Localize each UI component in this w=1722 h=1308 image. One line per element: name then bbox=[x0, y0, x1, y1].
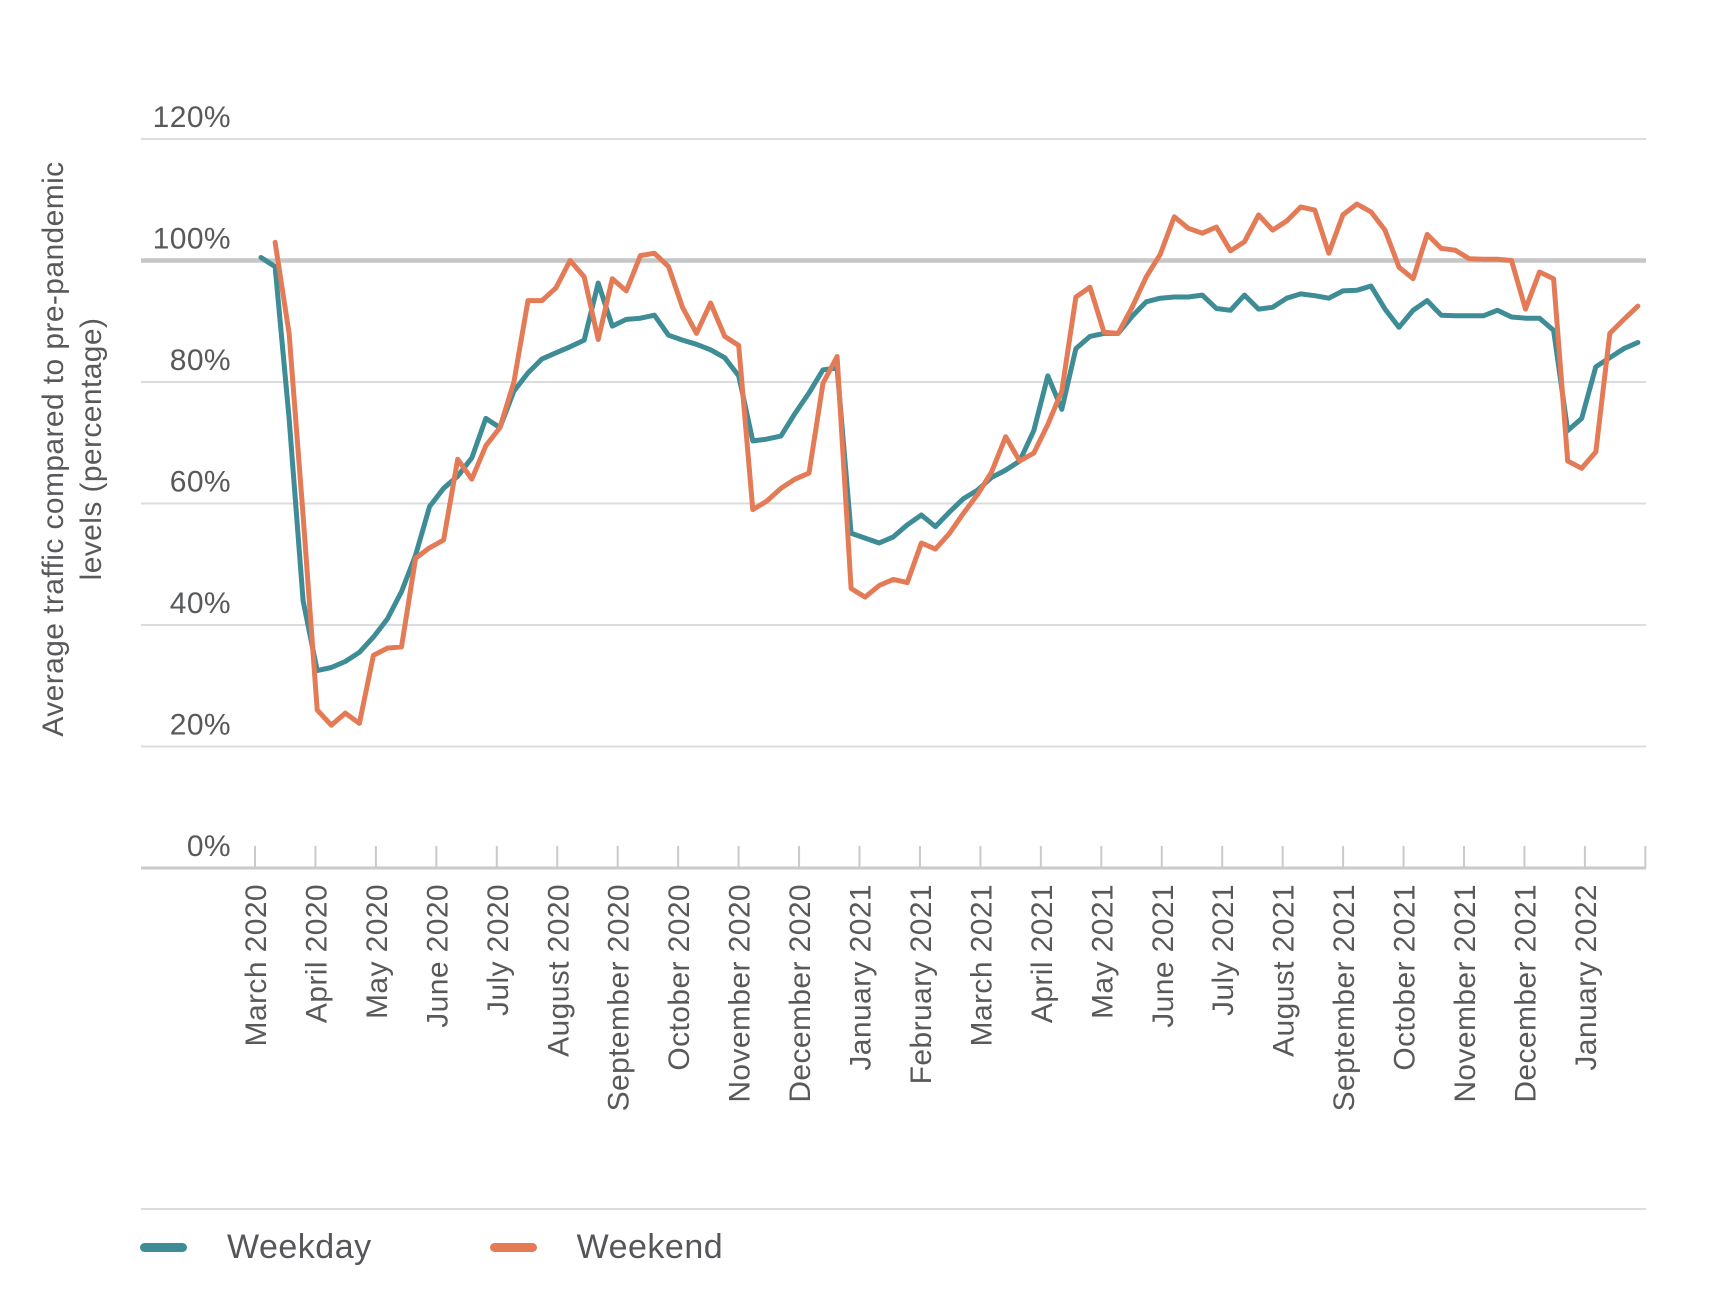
weekday-line bbox=[258, 255, 1641, 674]
x-tick-label: June 2021 bbox=[1147, 884, 1180, 1028]
x-tick-label: January 2022 bbox=[1570, 884, 1603, 1071]
x-tick-label: July 2020 bbox=[482, 884, 515, 1016]
y-tick-label-40: 40% bbox=[170, 587, 231, 620]
legend-label-weekend: Weekend bbox=[576, 1228, 724, 1266]
weekend-line bbox=[272, 201, 1641, 728]
x-tick-label: November 2020 bbox=[724, 884, 757, 1103]
chart-legend: Weekday Weekend bbox=[140, 1228, 723, 1267]
legend-item-weekend: Weekend bbox=[489, 1228, 724, 1267]
x-tick-label: June 2020 bbox=[421, 884, 454, 1028]
weekday-color-swatch bbox=[140, 1243, 187, 1252]
y-tick-label-0: 0% bbox=[187, 830, 231, 863]
x-tick-label: March 2020 bbox=[240, 884, 273, 1046]
x-tick-label: April 2020 bbox=[300, 884, 333, 1023]
x-tick-label: September 2020 bbox=[603, 884, 636, 1111]
legend-divider bbox=[141, 1208, 1646, 1210]
x-tick-label: November 2021 bbox=[1449, 884, 1482, 1103]
y-tick-label-80: 80% bbox=[170, 344, 231, 377]
y-tick-label-100: 100% bbox=[153, 223, 231, 256]
x-tick-label: May 2021 bbox=[1086, 884, 1119, 1019]
x-tick-label: October 2020 bbox=[663, 884, 696, 1071]
x-tick-label: February 2021 bbox=[905, 884, 938, 1084]
x-tick-label: January 2021 bbox=[845, 884, 878, 1071]
legend-label-weekday: Weekday bbox=[227, 1228, 372, 1266]
y-tick-label-120: 120% bbox=[153, 101, 231, 134]
x-ticks bbox=[254, 846, 1647, 868]
y-tick-label-20: 20% bbox=[170, 709, 231, 742]
x-tick-label: September 2021 bbox=[1328, 884, 1361, 1111]
weekend-color-swatch bbox=[489, 1243, 537, 1252]
legend-item-weekday: Weekday bbox=[140, 1228, 372, 1267]
x-tick-label: May 2020 bbox=[361, 884, 394, 1019]
y-axis-title-line1: Average traffic compared to pre-pandemic bbox=[37, 161, 70, 737]
x-tick-label: August 2020 bbox=[542, 884, 575, 1057]
x-tick-label: April 2021 bbox=[1026, 884, 1059, 1023]
x-tick-labels: March 2020 April 2020 May 2020 June 2020 Jul… bbox=[240, 884, 1603, 1111]
x-tick-label: August 2021 bbox=[1268, 884, 1301, 1057]
x-tick-label: December 2020 bbox=[784, 884, 817, 1103]
x-tick-label: March 2021 bbox=[965, 884, 998, 1046]
x-tick-label: October 2021 bbox=[1389, 884, 1422, 1071]
y-axis-title-line2: levels (percentage) bbox=[75, 317, 108, 581]
y-axis-title: Average traffic compared to pre-pandemic… bbox=[34, 124, 112, 774]
y-tick-label-60: 60% bbox=[170, 466, 231, 499]
x-tick-label: December 2021 bbox=[1509, 884, 1542, 1103]
y-tick-labels: 0% 20% 40% 60% 80% 100% 120% bbox=[153, 101, 231, 863]
x-tick-label: July 2021 bbox=[1207, 884, 1240, 1016]
